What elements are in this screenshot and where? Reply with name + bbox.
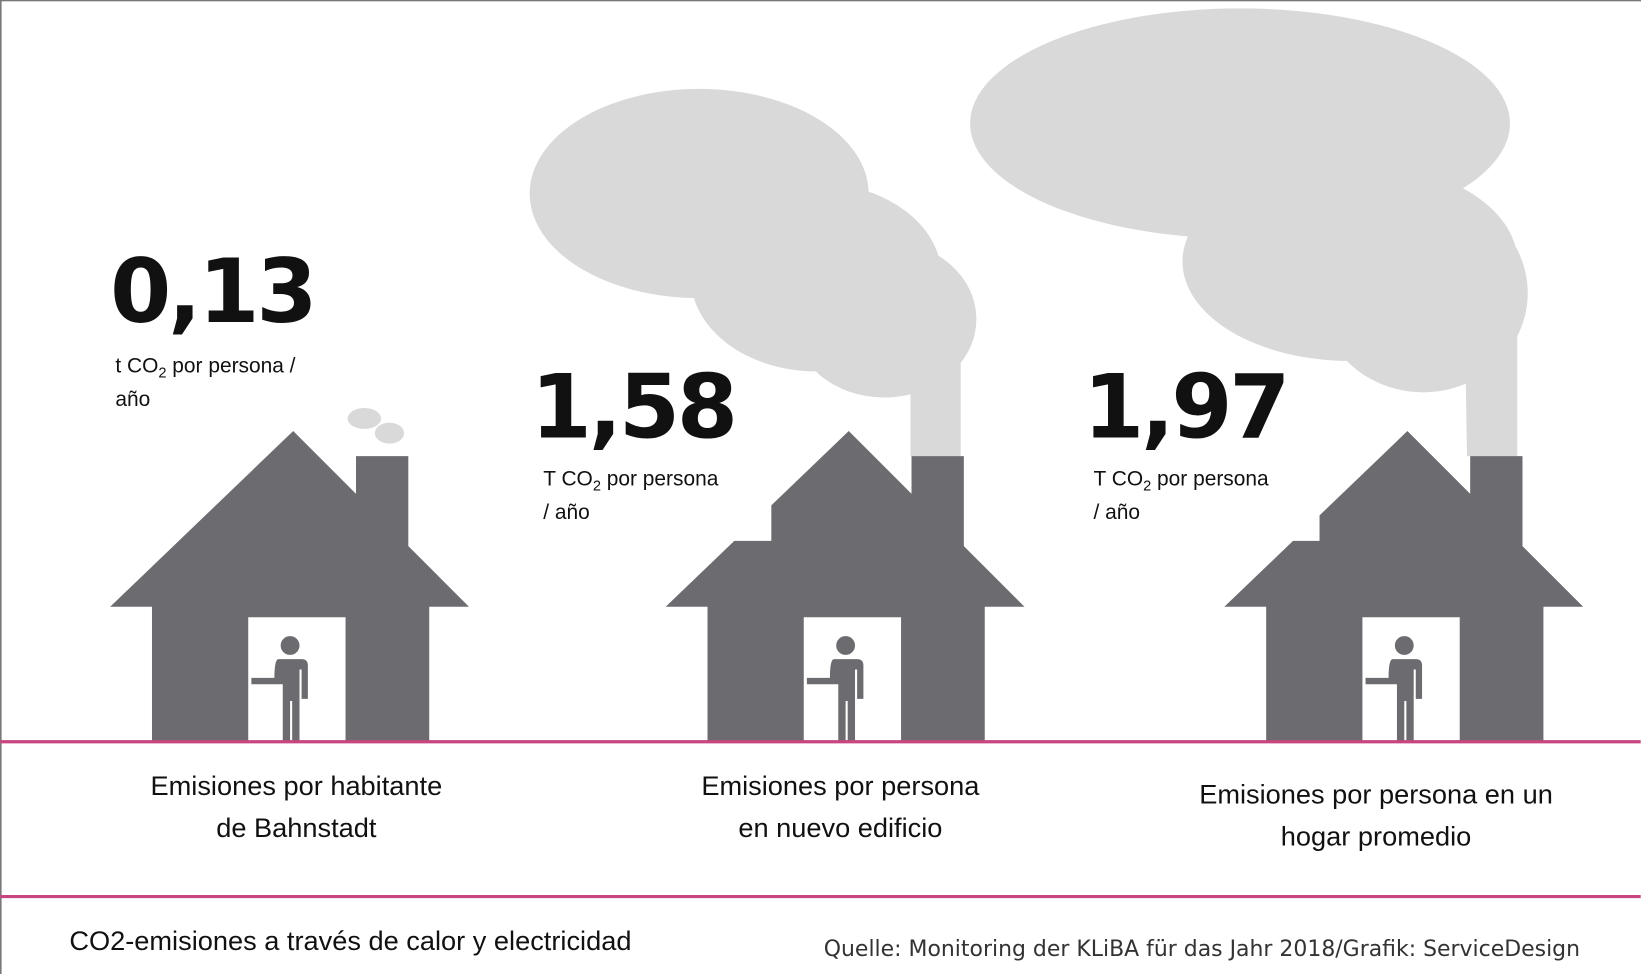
unit-sub: 2 (158, 366, 166, 382)
unit-text: T CO (1094, 467, 1144, 490)
person-head (280, 636, 300, 655)
label: Emisiones por persona en un (1199, 778, 1553, 809)
value: 1,58 (531, 355, 735, 458)
person-head (1394, 636, 1414, 655)
footer-title: CO2-emisiones a través de calor y electr… (69, 925, 631, 956)
source: Quelle: Monitoring der KLiBA für das Jah… (824, 937, 1580, 962)
unit-text: por persona (601, 467, 719, 490)
label: Emisiones por persona (701, 770, 980, 801)
chimney (355, 456, 409, 561)
value: 1,97 (1083, 355, 1287, 458)
unit-sub: 2 (1143, 479, 1151, 495)
unit-text: T CO (543, 467, 593, 490)
person-body (251, 659, 308, 743)
cloud (792, 240, 977, 398)
roof (110, 431, 469, 607)
house (665, 431, 1025, 743)
cloud-tail (910, 360, 961, 457)
cutout (1250, 423, 1320, 541)
smoke (347, 8, 1528, 457)
unit: / año (543, 501, 590, 524)
cloud-tail (1464, 313, 1518, 457)
label: hogar promedio (1281, 820, 1471, 851)
unit-text: por persona / (166, 354, 295, 377)
small-cloud (374, 422, 405, 444)
cutout (696, 423, 772, 541)
chimney (911, 456, 964, 561)
label: Emisiones por habitante (151, 770, 443, 801)
person-head (836, 636, 856, 655)
unit: T CO2 por persona (543, 467, 718, 494)
person-body (1365, 659, 1423, 743)
houses (110, 431, 1584, 743)
house (1224, 431, 1584, 743)
chimney (1470, 456, 1523, 561)
unit: t CO2 por persona / (115, 354, 295, 381)
unit-text: por persona (1151, 467, 1269, 490)
unit: T CO2 por persona (1094, 467, 1269, 494)
roof (665, 431, 1025, 607)
unit-text: t CO (115, 354, 158, 377)
unit: / año (1094, 501, 1141, 524)
unit-sub: 2 (593, 479, 601, 495)
roof (1224, 431, 1584, 607)
small-cloud (347, 408, 382, 429)
value: 0,13 (110, 240, 314, 343)
person-body (806, 659, 864, 743)
unit: año (115, 388, 150, 411)
label: en nuevo edificio (738, 812, 942, 843)
label: de Bahnstadt (216, 812, 377, 843)
house (110, 431, 469, 743)
